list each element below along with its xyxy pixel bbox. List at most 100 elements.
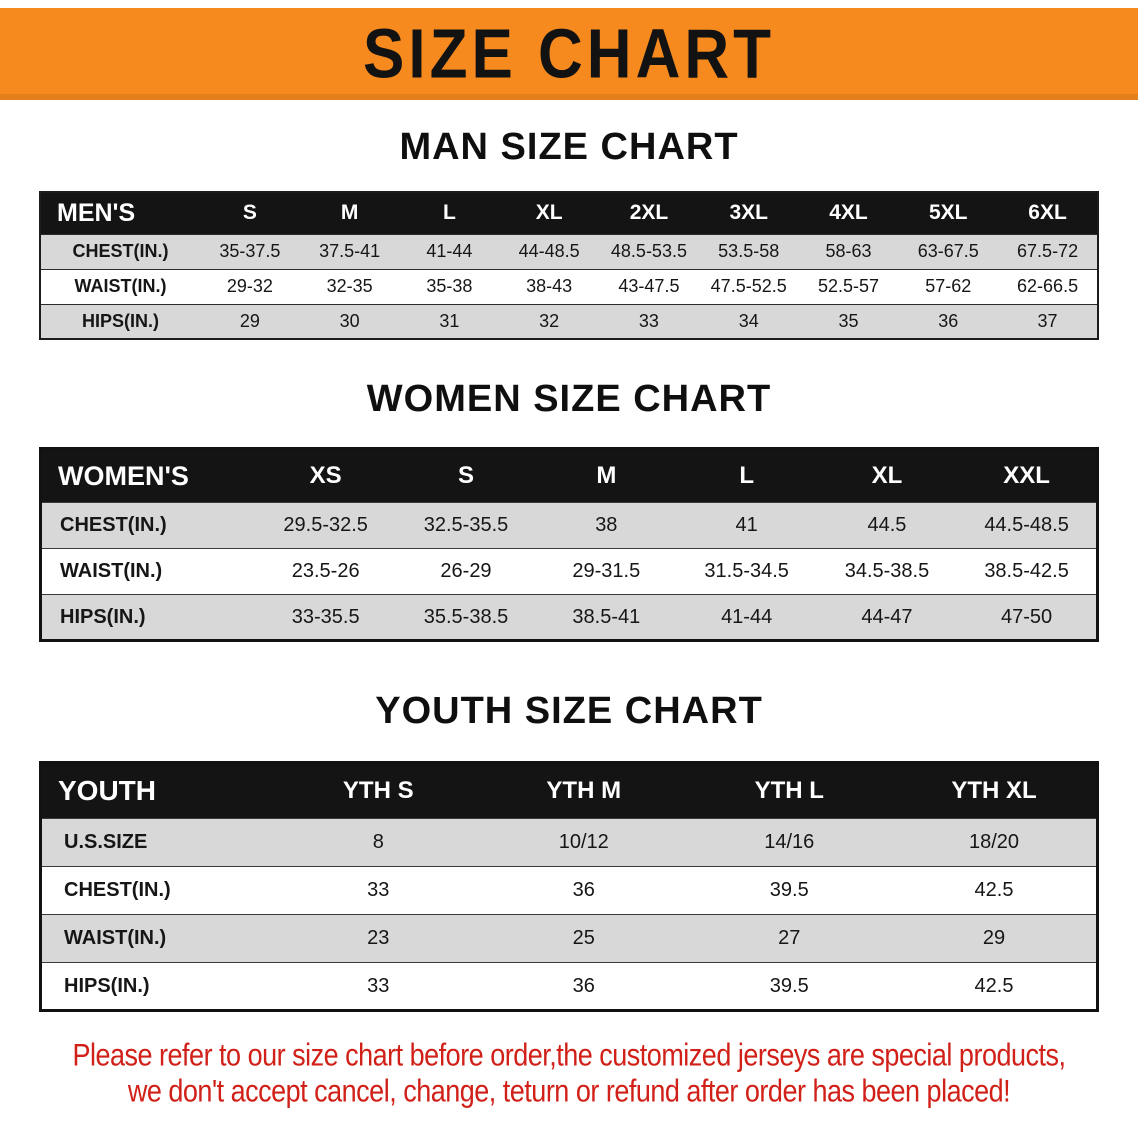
measurement-value-cell: 18/20 (892, 818, 1098, 867)
measurement-value-cell: 32 (499, 303, 600, 339)
measurement-label-cell: WAIST(IN.) (40, 914, 276, 963)
measurement-value-cell: 35.5-38.5 (395, 594, 537, 641)
measurement-value-cell: 14/16 (686, 818, 892, 867)
size-header-cell: S (395, 448, 537, 503)
size-header-cell: M (536, 448, 677, 503)
measurement-value-cell: 23 (275, 914, 481, 963)
measurement-value-cell: 23.5-26 (255, 548, 396, 595)
measurement-value-cell: 26-29 (395, 548, 537, 595)
size-header-cell: XL (816, 448, 958, 503)
measurement-value-cell: 52.5-57 (798, 268, 899, 304)
measurement-value-cell: 41-44 (399, 233, 500, 269)
measurement-value-cell: 42.5 (892, 962, 1098, 1011)
table-row: U.S.SIZE 8 10/12 14/16 18/20 (40, 818, 1098, 867)
measurement-value-cell: 38.5-41 (536, 594, 677, 641)
measurement-value-cell: 33 (275, 866, 481, 915)
measurement-label-cell: HIPS(IN.) (40, 303, 200, 339)
measurement-value-cell: 47.5-52.5 (698, 268, 799, 304)
size-header-cell: 4XL (798, 192, 899, 234)
measurement-value-cell: 44-47 (816, 594, 958, 641)
measurement-value-cell: 37.5-41 (299, 233, 400, 269)
measurement-value-cell: 33 (599, 303, 699, 339)
measurement-value-cell: 67.5-72 (998, 233, 1098, 269)
measurement-value-cell: 33-35.5 (255, 594, 396, 641)
measurement-value-cell: 32.5-35.5 (395, 502, 537, 549)
table-row: CHEST(IN.) 35-37.5 37.5-41 41-44 44-48.5 48.5… (40, 233, 1098, 269)
youth-section-heading: YOUTH SIZE CHART (375, 690, 763, 732)
measurement-value-cell: 36 (481, 962, 687, 1011)
measurement-value-cell: 36 (481, 866, 687, 915)
measurement-value-cell: 53.5-58 (698, 233, 799, 269)
measurement-value-cell: 8 (275, 818, 481, 867)
size-header-cell: 6XL (998, 192, 1098, 234)
disclaimer: Please refer to our size chart before or… (0, 1037, 1138, 1109)
women-section-heading: WOMEN SIZE CHART (366, 378, 772, 420)
measurement-value-cell: 29.5-32.5 (255, 502, 396, 549)
measurement-value-cell: 35 (798, 303, 899, 339)
measurement-value-cell: 38-43 (499, 268, 600, 304)
table-title-cell: MEN'S (40, 192, 200, 234)
size-header-cell: L (676, 448, 817, 503)
size-header-cell: YTH M (481, 762, 687, 819)
measurement-value-cell: 39.5 (686, 866, 892, 915)
measurement-label-cell: U.S.SIZE (40, 818, 276, 867)
page-title: SIZE CHART (363, 15, 775, 93)
measurement-value-cell: 38.5-42.5 (957, 548, 1098, 595)
section-men: MAN SIZE CHART MEN'S S M L XL 2XL 3XL 4XL 5XL 6XL… (0, 100, 1138, 340)
banner: SIZE CHART (0, 8, 1138, 100)
size-header-cell: YTH XL (892, 762, 1098, 819)
section-youth: YOUTH SIZE CHART YOUTH YTH S YTH M YTH L YTH… (0, 642, 1138, 1012)
table-title-cell: YOUTH (40, 762, 276, 819)
measurement-value-cell: 44-48.5 (499, 233, 600, 269)
measurement-value-cell: 35-37.5 (200, 233, 300, 269)
measurement-value-cell: 48.5-53.5 (599, 233, 699, 269)
women-size-table: WOMEN'S XS S M L XL XXL CHEST(IN.) 29.5-32.5 32.5… (39, 447, 1099, 642)
disclaimer-line-1: Please refer to our size chart before or… (72, 1037, 1066, 1073)
table-row: CHEST(IN.) 29.5-32.5 32.5-35.5 38 41 44.5 44.5… (40, 502, 1098, 549)
measurement-value-cell: 44.5 (816, 502, 958, 549)
table-title-cell: WOMEN'S (40, 448, 256, 503)
table-row: WAIST(IN.) 23 25 27 29 (40, 914, 1098, 963)
measurement-value-cell: 30 (299, 303, 400, 339)
measurement-value-cell: 44.5-48.5 (957, 502, 1098, 549)
measurement-value-cell: 33 (275, 962, 481, 1011)
measurement-value-cell: 36 (898, 303, 999, 339)
disclaimer-line-2: we don't accept cancel, change, teturn o… (127, 1073, 1011, 1109)
measurement-value-cell: 47-50 (957, 594, 1098, 641)
measurement-label-cell: WAIST(IN.) (40, 548, 256, 595)
measurement-value-cell: 43-47.5 (599, 268, 699, 304)
measurement-value-cell: 62-66.5 (998, 268, 1098, 304)
size-header-cell: XS (255, 448, 396, 503)
measurement-label-cell: WAIST(IN.) (40, 268, 200, 304)
size-header-cell: L (399, 192, 500, 234)
measurement-value-cell: 34.5-38.5 (816, 548, 958, 595)
measurement-label-cell: CHEST(IN.) (40, 866, 276, 915)
measurement-label-cell: CHEST(IN.) (40, 502, 256, 549)
measurement-value-cell: 39.5 (686, 962, 892, 1011)
measurement-label-cell: HIPS(IN.) (40, 594, 256, 641)
size-header-cell: XXL (957, 448, 1098, 503)
size-header-cell: 5XL (898, 192, 999, 234)
size-header-cell: YTH L (686, 762, 892, 819)
measurement-value-cell: 32-35 (299, 268, 400, 304)
measurement-value-cell: 41-44 (676, 594, 817, 641)
measurement-value-cell: 29 (200, 303, 300, 339)
table-row: WAIST(IN.) 23.5-26 26-29 29-31.5 31.5-34.5 34… (40, 548, 1098, 595)
table-header-row: WOMEN'S XS S M L XL XXL (40, 448, 1098, 503)
measurement-value-cell: 29-31.5 (536, 548, 677, 595)
table-row: HIPS(IN.) 29 30 31 32 33 34 35 36 37 (40, 303, 1098, 339)
size-header-cell: YTH S (275, 762, 481, 819)
measurement-value-cell: 57-62 (898, 268, 999, 304)
measurement-value-cell: 31 (399, 303, 500, 339)
table-header-row: MEN'S S M L XL 2XL 3XL 4XL 5XL 6XL (40, 192, 1098, 234)
measurement-value-cell: 25 (481, 914, 687, 963)
table-row: HIPS(IN.) 33 36 39.5 42.5 (40, 962, 1098, 1011)
measurement-value-cell: 58-63 (798, 233, 899, 269)
size-header-cell: M (299, 192, 400, 234)
size-header-cell: XL (499, 192, 600, 234)
measurement-value-cell: 38 (536, 502, 677, 549)
youth-size-table: YOUTH YTH S YTH M YTH L YTH XL U.S.SIZE 8 10/12… (39, 761, 1099, 1012)
measurement-value-cell: 37 (998, 303, 1098, 339)
measurement-value-cell: 41 (676, 502, 817, 549)
measurement-value-cell: 35-38 (399, 268, 500, 304)
